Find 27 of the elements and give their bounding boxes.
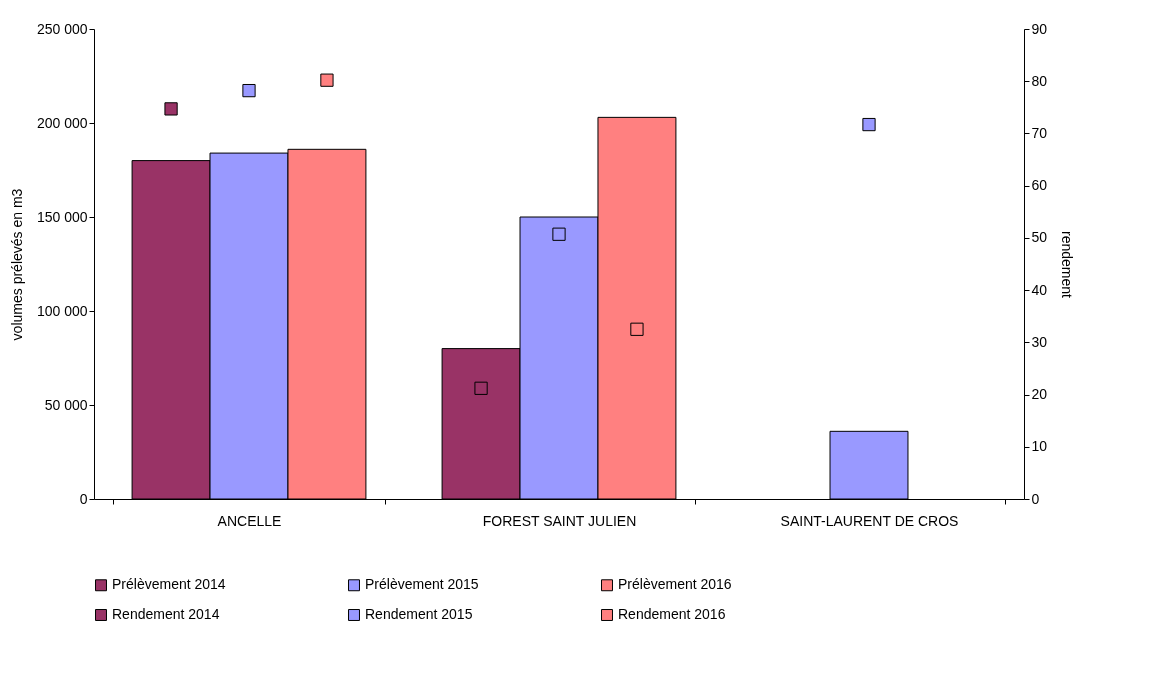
y2-tick-label: 40 <box>1031 281 1048 298</box>
y2-tick-label: 50 <box>1031 229 1048 246</box>
y2-tick-label: 20 <box>1031 386 1048 403</box>
legend-label: Prélèvement 2015 <box>365 576 479 593</box>
x-tick-label: SAINT-LAURENT DE CROS <box>780 512 959 529</box>
y-tick-label: 150 000 <box>36 208 88 225</box>
legend-label: Rendement 2014 <box>112 606 220 622</box>
y2-tick-label: 90 <box>1031 20 1048 37</box>
y2-tick-label: 60 <box>1031 177 1048 194</box>
y-tick-label: 100 000 <box>36 302 88 319</box>
y2-tick-label: 10 <box>1031 438 1048 455</box>
y2-tick-label: 70 <box>1031 124 1048 141</box>
y-tick-label: 50 000 <box>44 396 88 413</box>
x-tick-label: ANCELLE <box>217 512 282 529</box>
y2-tick-label: 0 <box>1031 490 1040 507</box>
legend-label: Rendement 2015 <box>365 606 473 622</box>
y-tick-label: 200 000 <box>36 114 88 131</box>
y2-axis-title: rendement <box>1059 231 1076 299</box>
legend-label: Prélèvement 2014 <box>112 576 226 593</box>
y-axis-title: volumes prélevés en m3 <box>8 188 25 341</box>
legend-label: Prélèvement 2016 <box>618 576 732 593</box>
x-tick-label: FOREST SAINT JULIEN <box>482 512 637 529</box>
legend-label: Rendement 2016 <box>618 606 726 622</box>
y-tick-label: 0 <box>79 490 88 507</box>
y2-tick-label: 30 <box>1031 333 1048 350</box>
y2-tick-label: 80 <box>1031 72 1048 89</box>
y-tick-label: 250 000 <box>36 20 88 37</box>
